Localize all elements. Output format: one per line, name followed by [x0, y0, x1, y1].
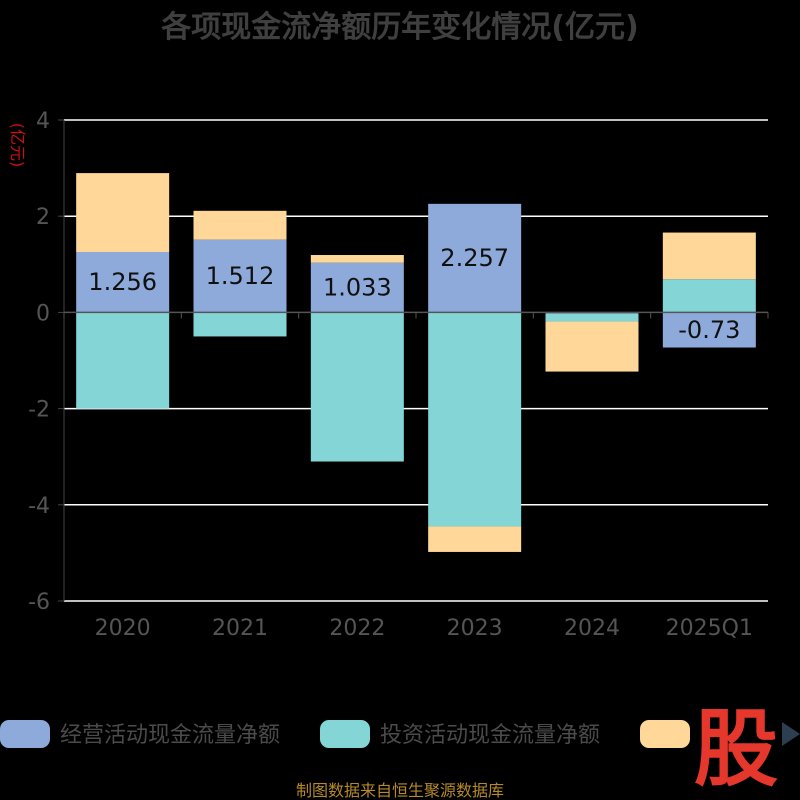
- axes: 4 2 0 -2 -4 -6 2020 2021 2022 2023 2024 2025Q1: [28, 109, 769, 641]
- bar-series2: [76, 312, 170, 409]
- x-tick-label: 2025Q1: [666, 616, 753, 641]
- bar-series1: [662, 312, 756, 348]
- y-tick-label: -4: [28, 494, 50, 519]
- bar-series2: [545, 313, 639, 322]
- x-tick-label: 2020: [95, 616, 151, 641]
- bar-series1: [310, 262, 404, 313]
- data-label: -0.73: [678, 316, 740, 344]
- y-tick-label: 4: [36, 109, 50, 134]
- gridlines: [64, 119, 768, 602]
- watermark-logo: 股: [694, 700, 778, 798]
- bar-series2: [310, 312, 404, 462]
- bar-series3: [662, 232, 756, 280]
- data-label: 1.512: [206, 262, 275, 290]
- y-tick-label: 0: [36, 301, 50, 326]
- x-tick-label: 2021: [212, 616, 268, 641]
- legend-swatch-3: [640, 720, 690, 748]
- legend-label-2: 投资活动现金流量净额: [380, 723, 600, 748]
- bar-series3: [193, 210, 287, 240]
- legend-next-arrow-icon: [782, 722, 800, 746]
- x-tick-label: 2023: [447, 616, 503, 641]
- y-axis-label: (亿元): [8, 123, 27, 168]
- legend-swatch-1: [0, 720, 50, 748]
- legend[interactable]: 经营活动现金流量净额 投资活动现金流量净额 股: [0, 700, 800, 798]
- source-note: 制图数据来自恒生聚源数据库: [296, 781, 504, 800]
- data-label: 2.257: [440, 244, 509, 272]
- bar-series3: [310, 255, 404, 263]
- y-tick-label: -2: [28, 398, 50, 423]
- legend-swatch-2: [320, 720, 370, 748]
- bar-series2: [193, 312, 287, 337]
- bar-series3: [76, 173, 170, 252]
- bar-series1: [428, 203, 522, 313]
- bar-series2: [428, 312, 522, 527]
- y-tick-label: 2: [36, 205, 50, 230]
- data-label: 1.256: [88, 268, 157, 296]
- bar-series2: [662, 279, 756, 313]
- bar-series3: [545, 321, 639, 372]
- data-labels: 1.256 1.512 1.033 2.257 -0.73: [88, 244, 740, 344]
- bar-series1: [193, 239, 287, 313]
- data-label: 1.033: [323, 274, 392, 302]
- x-tick-label: 2022: [329, 616, 385, 641]
- bar-series3: [428, 526, 522, 552]
- y-tick-label: -6: [28, 590, 50, 615]
- bar-series1: [76, 251, 170, 313]
- legend-label-1: 经营活动现金流量净额: [60, 723, 280, 748]
- x-tick-label: 2024: [564, 616, 620, 641]
- bars: [76, 173, 756, 552]
- chart-title: 各项现金流净额历年变化情况(亿元): [160, 10, 638, 45]
